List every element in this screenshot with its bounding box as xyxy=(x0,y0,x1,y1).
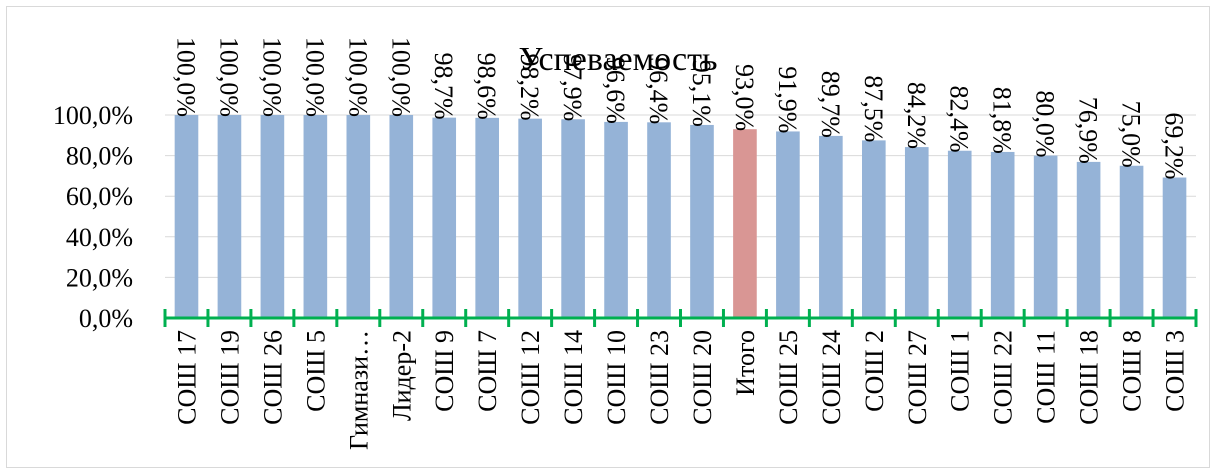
x-category-label: СОШ 20 xyxy=(688,330,717,425)
data-label: 100,0% xyxy=(214,37,243,117)
bar xyxy=(389,115,414,318)
bar xyxy=(776,131,800,318)
data-label: 87,5% xyxy=(859,75,888,142)
data-label: 91,9% xyxy=(773,66,802,133)
bar xyxy=(1119,165,1144,318)
x-category-label: СОШ 14 xyxy=(559,330,588,425)
x-category-label: СОШ 24 xyxy=(817,330,846,425)
bar xyxy=(260,115,285,318)
data-label: 89,7% xyxy=(816,71,845,138)
x-axis xyxy=(163,309,1198,327)
y-tick-label: 0,0% xyxy=(79,304,133,333)
x-category-label: СОШ 9 xyxy=(430,330,459,412)
x-category-label: СОШ 8 xyxy=(1118,330,1147,412)
data-label: 97,9% xyxy=(558,54,587,121)
x-category-label: СОШ 23 xyxy=(645,330,674,425)
y-axis-ticks: 0,0% 20,0% 40,0% 60,0% 80,0% 100,0% xyxy=(53,101,133,333)
x-category-label: СОШ 22 xyxy=(989,330,1018,425)
data-label: 98,2% xyxy=(515,53,544,120)
data-label: 100,0% xyxy=(386,37,415,117)
x-category-label: СОШ 26 xyxy=(258,330,287,425)
x-category-label: Лидер-2 xyxy=(387,330,416,421)
data-label: 82,4% xyxy=(945,86,974,153)
data-label: 96,6% xyxy=(601,57,630,124)
y-tick-label: 40,0% xyxy=(66,223,133,252)
y-tick-label: 100,0% xyxy=(53,101,133,130)
data-label: 98,7% xyxy=(429,52,458,119)
x-category-label: СОШ 10 xyxy=(602,330,631,425)
x-category-label: СОШ 17 xyxy=(172,330,201,425)
bar xyxy=(1076,161,1101,318)
bar xyxy=(518,118,542,319)
bars xyxy=(174,115,1187,319)
data-label: 69,2% xyxy=(1160,112,1189,179)
chart-title: Успеваемость xyxy=(519,41,718,78)
x-category-label: Гимнази… xyxy=(344,330,373,450)
x-category-label: СОШ 7 xyxy=(473,330,502,412)
bar xyxy=(174,115,199,318)
bar xyxy=(990,151,1015,318)
x-category-label: СОШ 1 xyxy=(946,330,975,412)
x-category-label: СОШ 5 xyxy=(301,330,330,412)
y-tick-label: 20,0% xyxy=(66,263,133,292)
x-category-label: СОШ 3 xyxy=(1161,330,1190,412)
x-category-label: Итого xyxy=(731,330,760,396)
y-tick-label: 60,0% xyxy=(66,182,133,211)
data-label: 80,0% xyxy=(1031,90,1060,157)
data-label: 76,9% xyxy=(1074,97,1103,164)
data-label: 75,0% xyxy=(1117,101,1146,168)
data-labels: 100,0% 100,0% 100,0% 100,0% 100,0% 100,0% 98,7… xyxy=(171,37,1188,180)
bar xyxy=(561,119,585,318)
x-category-label: СОШ 11 xyxy=(1032,330,1061,424)
data-label: 93,0% xyxy=(730,64,759,131)
x-category-label: СОШ 19 xyxy=(215,330,244,425)
data-label: 84,2% xyxy=(902,82,931,149)
data-label: 81,8% xyxy=(988,87,1017,154)
bar xyxy=(1033,155,1058,318)
data-label: 96,4% xyxy=(644,57,673,124)
bar xyxy=(733,129,757,318)
bar xyxy=(904,147,929,318)
bar xyxy=(690,124,714,319)
x-category-label: СОШ 2 xyxy=(860,330,889,412)
x-category-label: СОШ 12 xyxy=(516,330,545,425)
bar xyxy=(819,135,843,318)
data-label: 100,0% xyxy=(343,37,372,117)
x-category-label: СОШ 27 xyxy=(903,330,932,425)
bar xyxy=(475,117,500,318)
bar xyxy=(217,115,242,318)
bar xyxy=(303,115,328,318)
data-label: 100,0% xyxy=(300,37,329,117)
bar xyxy=(861,140,886,318)
bar xyxy=(432,117,457,318)
x-category-label: СОШ 18 xyxy=(1075,330,1104,425)
bar xyxy=(947,150,972,318)
category-labels: СОШ 17 СОШ 19 СОШ 26 СОШ 5 Гимнази… Лидер-2 СО… xyxy=(172,330,1189,450)
bar xyxy=(604,121,628,318)
data-label: 100,0% xyxy=(171,37,200,117)
data-label: 100,0% xyxy=(257,37,286,117)
y-tick-label: 80,0% xyxy=(66,142,133,171)
gridlines xyxy=(165,114,1196,278)
x-category-label: СОШ 25 xyxy=(774,330,803,425)
data-label: 98,6% xyxy=(472,53,501,120)
bar xyxy=(346,115,371,318)
bar xyxy=(647,122,671,318)
bar xyxy=(1162,177,1187,318)
data-label: 95,1% xyxy=(687,60,716,127)
